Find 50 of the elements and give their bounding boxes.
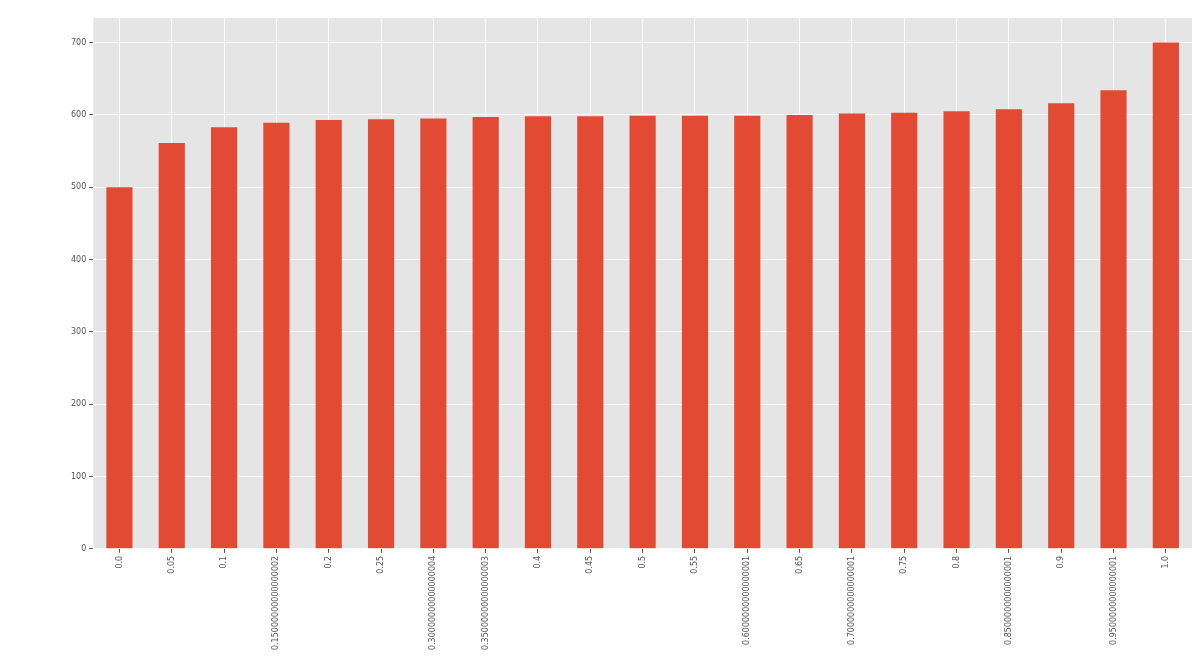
bar [1048, 103, 1075, 549]
x-tick-label: 0.35000000000000003 [480, 555, 490, 651]
x-tick-label: 0.65 [794, 555, 804, 574]
y-tick-label: 200 [70, 399, 87, 409]
y-tick-label: 600 [70, 109, 87, 119]
bar [681, 115, 709, 549]
bar [1152, 42, 1179, 549]
x-tick-label: 0.30000000000000004 [428, 555, 438, 651]
x-tick-label: 0.2 [323, 555, 333, 569]
y-tick-label: 700 [70, 37, 87, 47]
bar [838, 113, 865, 549]
bar [524, 116, 552, 549]
y-tick-label: 500 [70, 182, 87, 192]
bar [367, 119, 395, 549]
bar [734, 115, 761, 549]
x-tick-label: 0.1 [219, 555, 229, 569]
x-tick-label: 0.0 [114, 555, 124, 569]
x-tick-label: 0.6000000000000001 [742, 555, 752, 645]
bar [263, 122, 290, 549]
bar [420, 118, 447, 549]
x-tick-label: 0.45 [585, 555, 595, 574]
bar [786, 114, 813, 549]
x-tick-label: 0.9500000000000001 [1108, 555, 1118, 645]
bar [315, 119, 342, 549]
x-tick-label: 0.5 [637, 555, 647, 569]
bar [891, 112, 918, 549]
x-tick-label: 0.05 [166, 555, 176, 574]
y-tick-label: 400 [70, 254, 87, 264]
bar [1100, 90, 1127, 549]
x-tick-label: 0.75 [899, 555, 909, 574]
y-tick-label: 300 [70, 326, 87, 336]
bar [577, 116, 604, 549]
x-tick-label: 0.8 [951, 555, 961, 569]
y-tick-label: 100 [70, 471, 87, 481]
bar [629, 115, 656, 549]
bar [995, 109, 1022, 549]
x-tick-label: 1.0 [1160, 555, 1170, 569]
x-tick-label: 0.4 [533, 555, 543, 569]
bar [943, 111, 970, 549]
x-tick-label: 0.7000000000000001 [846, 555, 856, 645]
bar [158, 143, 185, 549]
y-tick-label: 0 [81, 543, 87, 553]
x-tick-label: 0.8500000000000001 [1003, 555, 1013, 645]
x-tick-label: 0.55 [690, 555, 700, 574]
bar [106, 187, 133, 549]
x-tick-label: 0.9 [1056, 555, 1066, 569]
x-tick-label: 0.25 [376, 555, 386, 574]
bar [472, 117, 499, 549]
x-tick-label: 0.15000000000000002 [271, 555, 281, 651]
bar [210, 127, 238, 549]
